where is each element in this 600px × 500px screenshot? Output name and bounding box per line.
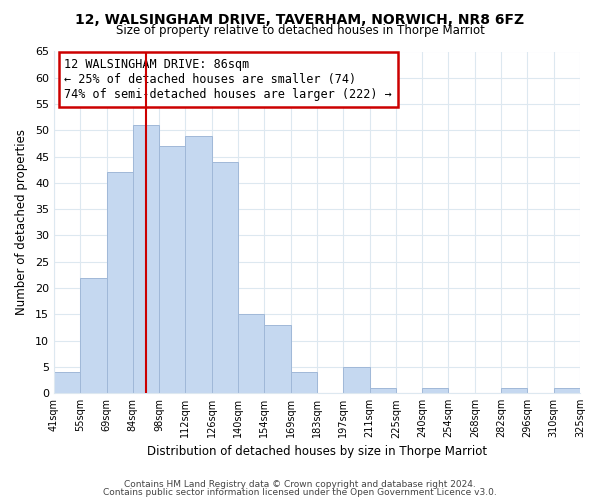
Y-axis label: Number of detached properties: Number of detached properties bbox=[15, 130, 28, 316]
Bar bbox=[501, 388, 527, 393]
Text: 12 WALSINGHAM DRIVE: 86sqm
← 25% of detached houses are smaller (74)
74% of semi: 12 WALSINGHAM DRIVE: 86sqm ← 25% of deta… bbox=[64, 58, 392, 102]
Bar bbox=[159, 146, 185, 393]
Bar bbox=[238, 314, 265, 393]
Bar bbox=[554, 388, 580, 393]
X-axis label: Distribution of detached houses by size in Thorpe Marriot: Distribution of detached houses by size … bbox=[147, 444, 487, 458]
Bar bbox=[133, 125, 159, 393]
Text: Contains public sector information licensed under the Open Government Licence v3: Contains public sector information licen… bbox=[103, 488, 497, 497]
Text: 12, WALSINGHAM DRIVE, TAVERHAM, NORWICH, NR8 6FZ: 12, WALSINGHAM DRIVE, TAVERHAM, NORWICH,… bbox=[76, 12, 524, 26]
Bar bbox=[107, 172, 133, 393]
Bar bbox=[422, 388, 448, 393]
Bar bbox=[185, 136, 212, 393]
Text: Contains HM Land Registry data © Crown copyright and database right 2024.: Contains HM Land Registry data © Crown c… bbox=[124, 480, 476, 489]
Bar bbox=[343, 367, 370, 393]
Bar bbox=[54, 372, 80, 393]
Bar bbox=[265, 325, 290, 393]
Bar bbox=[290, 372, 317, 393]
Bar bbox=[370, 388, 396, 393]
Bar bbox=[80, 278, 107, 393]
Bar bbox=[212, 162, 238, 393]
Text: Size of property relative to detached houses in Thorpe Marriot: Size of property relative to detached ho… bbox=[116, 24, 484, 37]
